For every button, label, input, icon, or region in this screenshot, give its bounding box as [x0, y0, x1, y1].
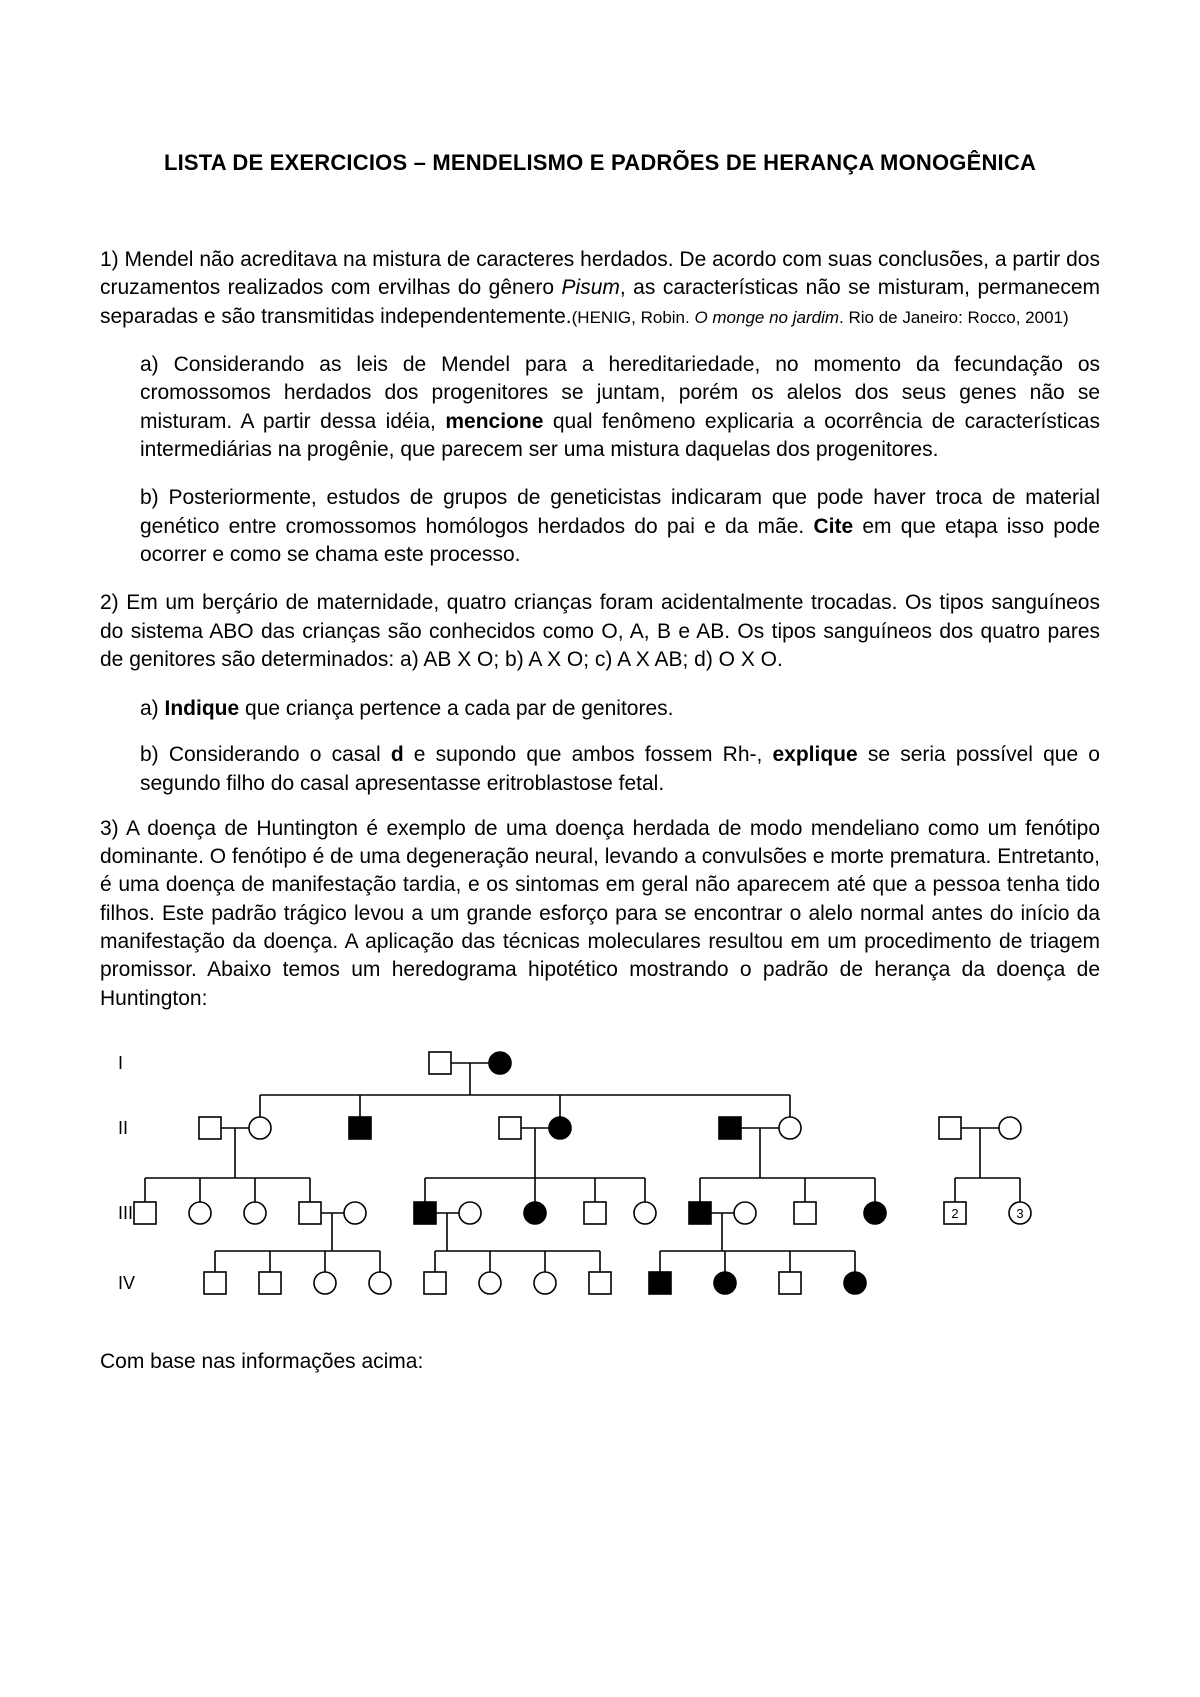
pedigree-diagram: IIIIIIIV23 [100, 1033, 1100, 1318]
q2-b: b) Considerando o casal d e supondo que … [140, 740, 1100, 799]
page-title: LISTA DE EXERCICIOS – MENDELISMO E PADRÕ… [100, 150, 1100, 176]
footer-text: Com base nas informações acima: [100, 1348, 1100, 1376]
svg-text:3: 3 [1016, 1206, 1023, 1221]
q1-b-bold: Cite [813, 515, 853, 538]
q3-intro: 3) A doença de Huntington é exemplo de u… [100, 815, 1100, 1013]
q1-a: a) Considerando as leis de Mendel para a… [140, 351, 1100, 464]
q2-intro: 2) Em um berçário de maternidade, quatro… [100, 589, 1100, 674]
q1-cite-a: (HENIG, Robin. [572, 308, 695, 327]
q2-a: a) Indique que criança pertence a cada p… [140, 694, 1100, 723]
q1-intro: 1) Mendel não acreditava na mistura de c… [100, 246, 1100, 331]
q2-b-mid: e supondo que ambos fossem Rh-, [404, 743, 773, 766]
pedigree-svg: IIIIIIIV23 [100, 1033, 1100, 1313]
svg-text:II: II [118, 1118, 128, 1138]
q1-cite-ital: O monge no jardim [694, 308, 839, 327]
q1-b: b) Posteriormente, estudos de grupos de … [140, 484, 1100, 569]
q1-pisum: Pisum [562, 276, 620, 299]
q2-b-bold2: explique [773, 743, 858, 766]
q2-b-bold1: d [391, 743, 404, 766]
svg-text:2: 2 [951, 1206, 958, 1221]
svg-text:IV: IV [118, 1273, 135, 1293]
q1-a-bold: mencione [445, 410, 543, 433]
q2-b-pre: b) Considerando o casal [140, 743, 391, 766]
q2-a-bold: Indique [165, 697, 240, 720]
svg-text:III: III [118, 1203, 133, 1223]
q2-a-post: que criança pertence a cada par de genit… [239, 697, 673, 720]
q1-cite-b: . Rio de Janeiro: Rocco, 2001) [839, 308, 1069, 327]
q2-a-label: a) [140, 697, 165, 720]
svg-text:I: I [118, 1053, 123, 1073]
